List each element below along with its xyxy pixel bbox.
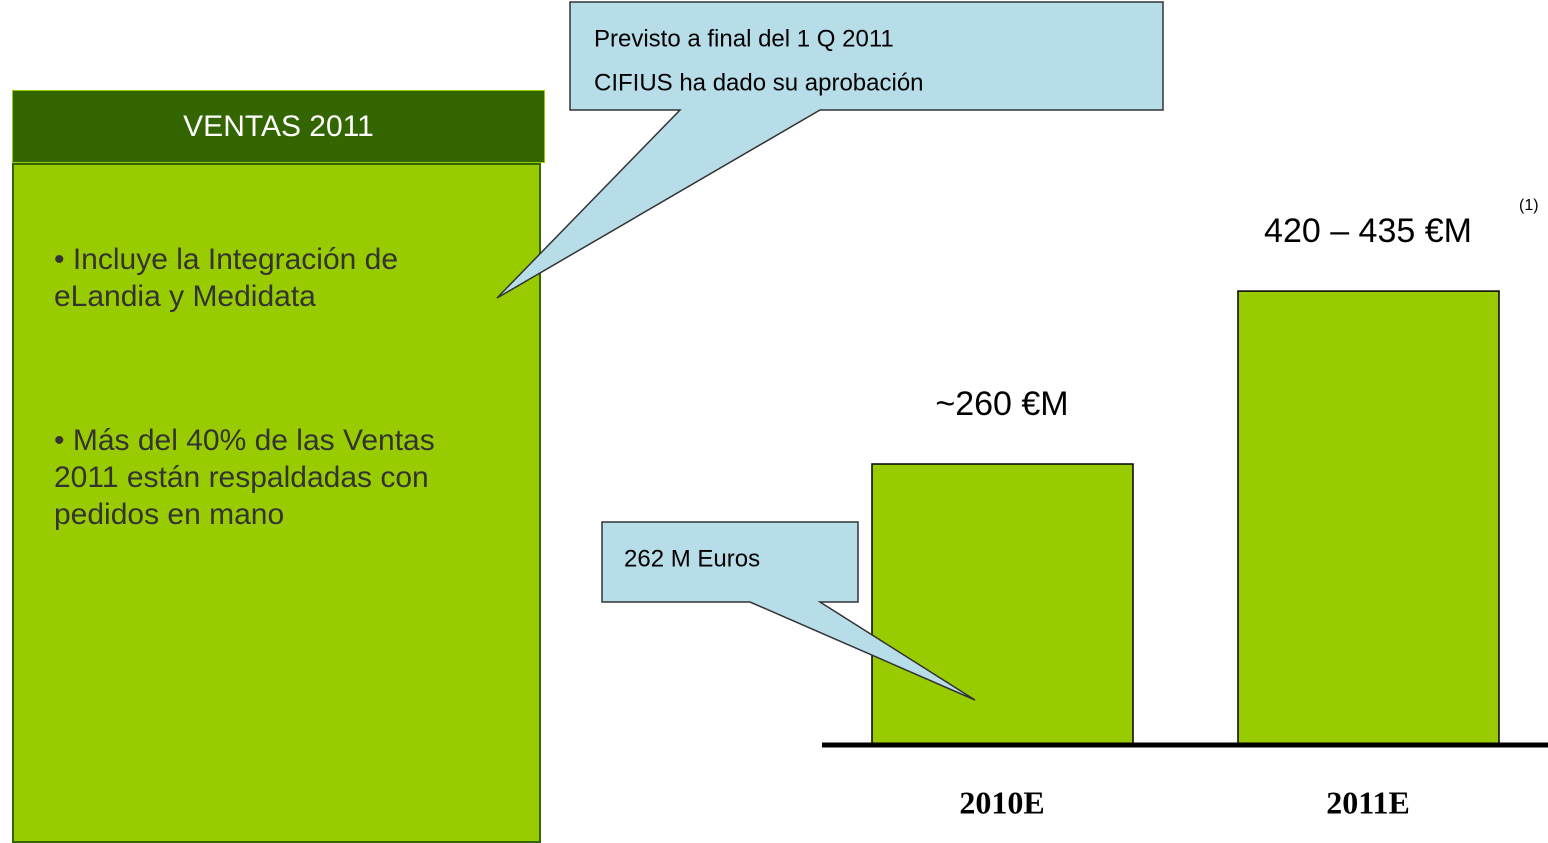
value-label: 420 – 435 €M bbox=[1264, 212, 1472, 250]
callout bbox=[496, 1, 1164, 299]
bullet: • Más del 40% de las Ventas 2011 están r… bbox=[54, 424, 435, 531]
bar bbox=[871, 463, 1134, 746]
value-label: ~260 €M bbox=[935, 385, 1068, 423]
callout-text: CIFIUS ha dado su aprobación bbox=[594, 69, 924, 96]
x-tick-label: 2011E bbox=[1326, 784, 1410, 820]
callout bbox=[601, 521, 976, 701]
callout-text: Previsto a final del 1 Q 2011 bbox=[594, 25, 894, 52]
bullet: • Incluye la Integración de eLandia y Me… bbox=[54, 243, 399, 313]
callout-text: 262 M Euros bbox=[624, 545, 760, 572]
x-tick-label: 2010E bbox=[959, 784, 1044, 820]
panel: • Incluye la Integración de eLandia y Me… bbox=[12, 163, 541, 843]
panel-title: VENTAS 2011 bbox=[12, 90, 545, 163]
bar bbox=[1237, 290, 1500, 746]
footnote-mark: (1) bbox=[1519, 197, 1539, 214]
